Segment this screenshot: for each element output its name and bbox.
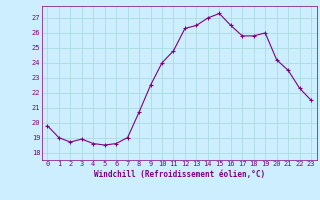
X-axis label: Windchill (Refroidissement éolien,°C): Windchill (Refroidissement éolien,°C) xyxy=(94,170,265,179)
